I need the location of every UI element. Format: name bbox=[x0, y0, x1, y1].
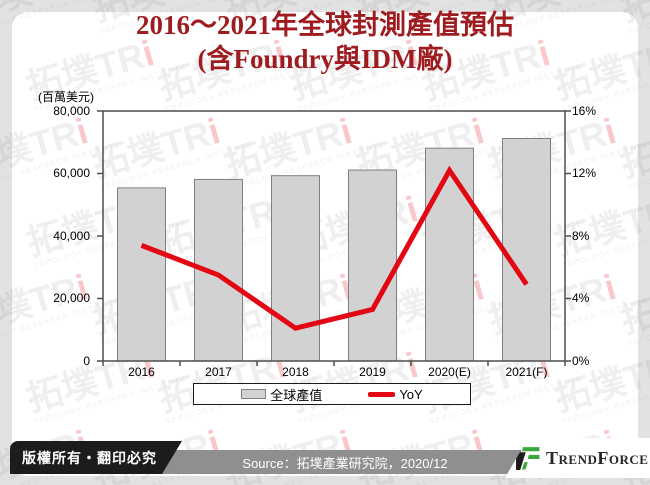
right-axis-tick: 16% bbox=[572, 104, 597, 118]
x-axis-label: 2019 bbox=[359, 365, 386, 379]
chart-title: 2016～2021年全球封測產值預估 (含Foundry與IDM廠) bbox=[0, 8, 650, 76]
trendforce-logo-icon bbox=[516, 446, 541, 471]
left-axis-unit-label: (百萬美元) bbox=[38, 90, 94, 104]
x-axis-label: 2017 bbox=[205, 365, 232, 379]
legend-line-swatch bbox=[368, 391, 396, 397]
left-axis-tick: 80,000 bbox=[53, 104, 90, 118]
footer-source-text: Source：拓墣產業研究院，2020/12 bbox=[242, 456, 448, 471]
chart-legend: 全球產值 YoY bbox=[193, 383, 471, 405]
x-axis-labels: 2016 2017 2018 2019 2020(E) 2021(F) bbox=[103, 365, 565, 379]
left-axis-tick: 40,000 bbox=[53, 229, 90, 243]
left-axis-tick: 20,000 bbox=[53, 291, 90, 305]
trendforce-logo-text: TrendForce bbox=[546, 447, 649, 468]
right-axis-tick: 8% bbox=[572, 229, 590, 243]
chart-title-line1: 2016～2021年全球封測產值預估 bbox=[136, 10, 514, 40]
footer-brand-area: TrendForce bbox=[505, 438, 650, 478]
x-axis-label: 2016 bbox=[128, 365, 155, 379]
footer-copyright-badge: 版權所有‧翻印必究 bbox=[10, 441, 182, 474]
legend-line-label: YoY bbox=[399, 386, 423, 402]
right-axis-tick: 4% bbox=[572, 291, 590, 305]
chart-title-line2: (含Foundry與IDM廠) bbox=[197, 44, 453, 74]
left-axis-tick: 0 bbox=[83, 354, 90, 368]
right-axis-tick: 0% bbox=[572, 354, 590, 368]
footer-copyright-text: 版權所有‧翻印必究 bbox=[22, 449, 157, 466]
footer-bar: Source：拓墣產業研究院，2020/12 版權所有‧翻印必究 TrendFo… bbox=[0, 438, 650, 485]
left-axis-tick: 60,000 bbox=[53, 166, 90, 180]
x-axis-label: 2021(F) bbox=[505, 365, 548, 379]
x-axis-label: 2018 bbox=[282, 365, 309, 379]
legend-bar-swatch bbox=[241, 389, 267, 399]
x-axis-label: 2020(E) bbox=[428, 365, 471, 379]
right-axis-tick: 12% bbox=[572, 166, 597, 180]
chart-plot bbox=[97, 110, 571, 366]
legend-bar-label: 全球產值 bbox=[270, 387, 323, 403]
